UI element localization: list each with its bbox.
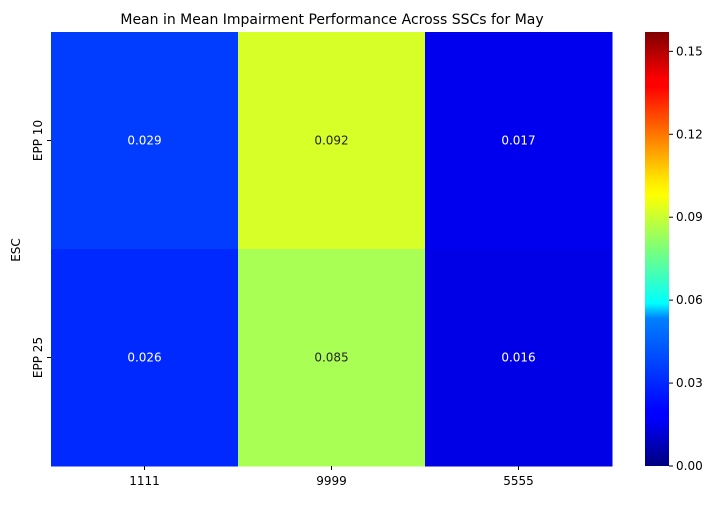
cell-value-label: 0.029 [127,134,161,148]
x-tick-label: 5555 [503,474,534,488]
y-tick-label: EPP 10 [31,120,45,161]
y-tick-label: EPP 25 [31,337,45,378]
heatmap-cell-labels: 0.029 0.092 0.017 0.026 0.085 0.016 [127,134,535,365]
heatmap-cell [51,32,239,250]
heatmap-cell [238,249,426,467]
x-tick-label: 9999 [316,474,347,488]
cell-value-label: 0.085 [314,351,348,365]
y-axis-label: ESC [9,238,23,262]
chart-title: Mean in Mean Impairment Performance Acro… [120,12,543,28]
heatmap-cell [425,249,613,467]
colorbar-tick-label: 0.06 [676,293,703,307]
heatmap-cells [51,32,613,467]
heatmap-cell [238,32,426,250]
cell-value-label: 0.092 [314,134,348,148]
cell-value-label: 0.016 [501,351,535,365]
cell-value-label: 0.017 [501,134,535,148]
colorbar-tick-label: 0.03 [676,376,703,390]
colorbar [645,32,669,466]
x-axis: 1111 9999 5555 [129,466,534,488]
colorbar-tick-label: 0.15 [676,44,703,58]
colorbar-axis: 0.00 0.03 0.06 0.09 0.12 0.15 [669,44,703,473]
heatmap-cell [425,32,613,250]
colorbar-tick-label: 0.09 [676,210,703,224]
y-axis: EPP 10 EPP 25 [31,120,51,378]
x-tick-label: 1111 [129,474,160,488]
colorbar-tick-label: 0.12 [676,127,703,141]
cell-value-label: 0.026 [127,351,161,365]
colorbar-tick-label: 0.00 [676,459,703,473]
heatmap-cell [51,249,239,467]
